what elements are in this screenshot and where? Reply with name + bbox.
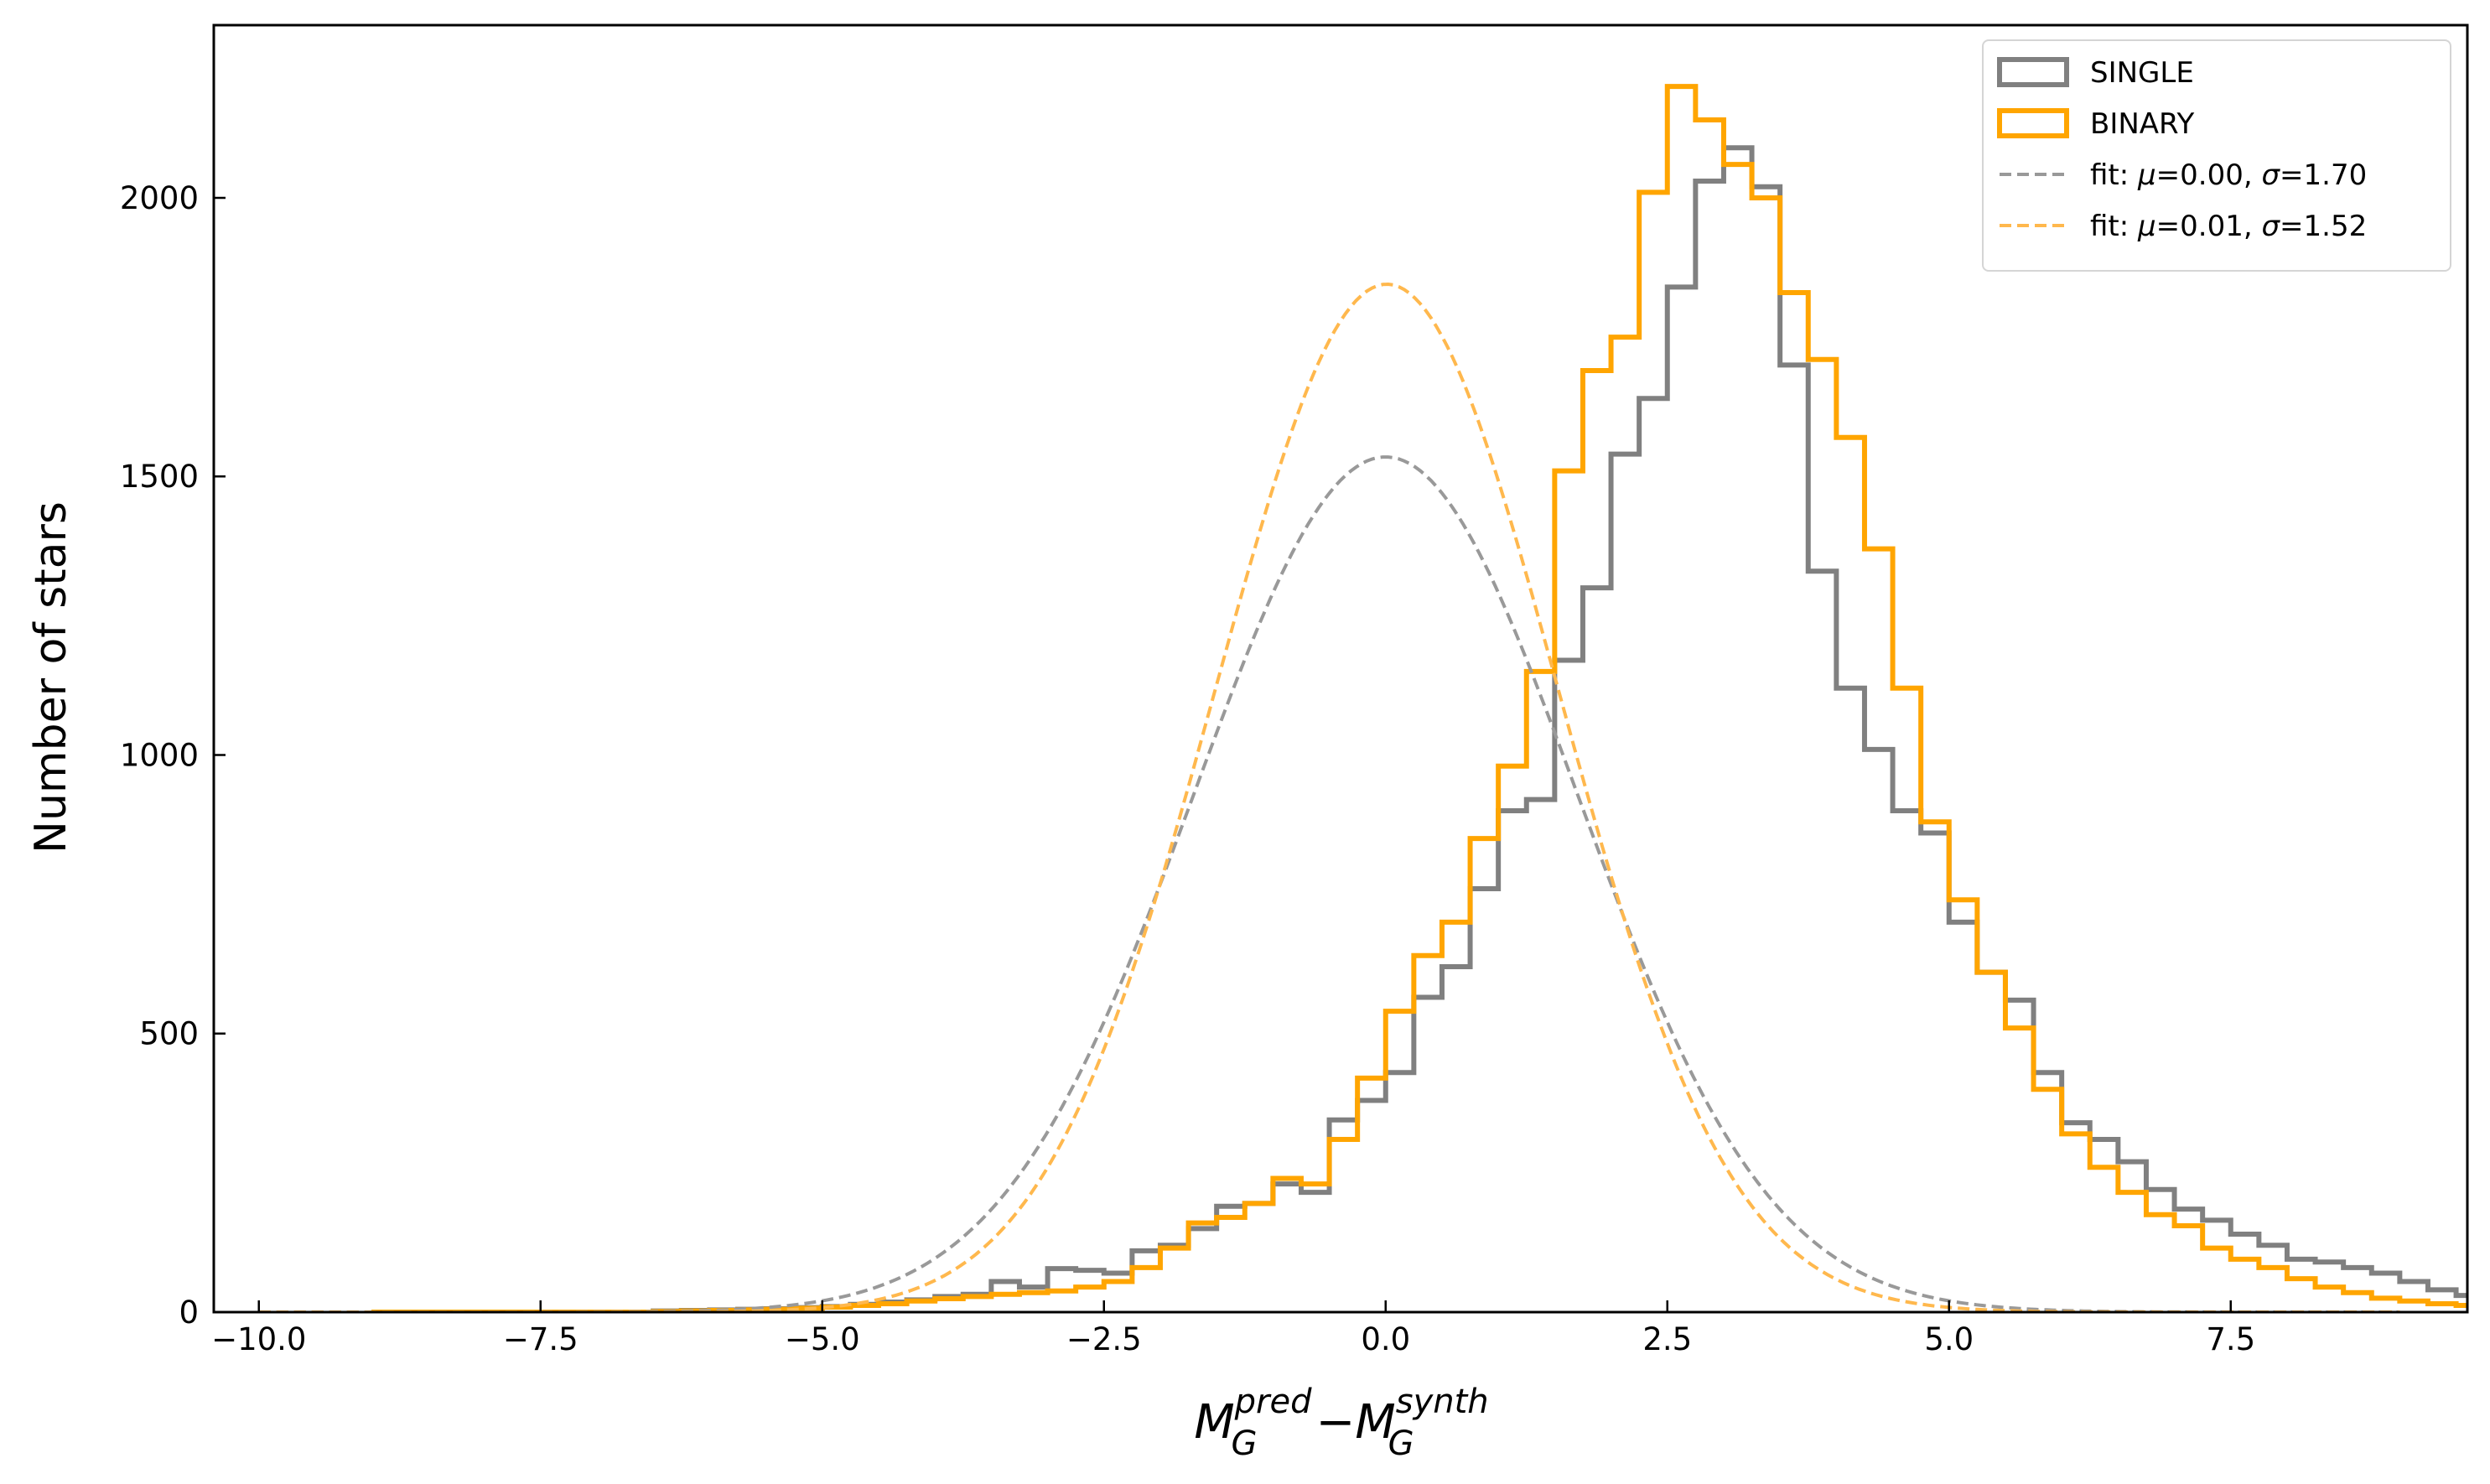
- x-title-sup1: pred: [1234, 1383, 1312, 1421]
- legend-label-fit-2: fit: μ=0.01, σ=1.52: [2090, 210, 2367, 243]
- legend-label-single: SINGLE: [2090, 56, 2194, 90]
- x-tick-label: 7.5: [2206, 1321, 2255, 1357]
- x-tick-label: −10.0: [211, 1321, 306, 1357]
- histogram-binary: [371, 84, 2467, 1312]
- x-tick-label: −2.5: [1066, 1321, 1142, 1357]
- y-axis: 0 500 1000 1500 2000: [120, 180, 226, 1331]
- x-title-m2: M: [1355, 1395, 1395, 1450]
- axes-frame: [212, 23, 2469, 1314]
- x-tick-label: −7.5: [503, 1321, 578, 1357]
- x-tick-label: −5.0: [785, 1321, 860, 1357]
- legend-label-binary: BINARY: [2090, 107, 2194, 141]
- legend: SINGLE BINARY fit: μ=0.00, σ=1.70 fit: μ=0.…: [1982, 39, 2451, 272]
- x-tick-label: 5.0: [1924, 1321, 1974, 1357]
- x-title-sub2: G: [1388, 1424, 1414, 1463]
- y-axis-title: Number of stars: [26, 501, 76, 854]
- y-tick-label: 2000: [120, 180, 199, 216]
- y-tick-label: 1000: [120, 737, 199, 773]
- legend-swatch-single: [1997, 57, 2069, 87]
- x-axis-title: Mpred G −Msynth G: [1194, 1383, 1488, 1463]
- y-tick-label: 1500: [120, 459, 199, 495]
- x-title-op: −: [1316, 1395, 1356, 1450]
- legend-swatch-binary: [1997, 108, 2069, 138]
- x-tick-label: 0.0: [1361, 1321, 1410, 1357]
- x-title-sub1: G: [1232, 1424, 1258, 1463]
- y-tick-label: 0: [179, 1295, 199, 1331]
- x-axis: −10.0 −7.5 −5.0 −2.5 0.0 2.5 5.0 7.5: [211, 1300, 2255, 1357]
- plot-area: [212, 23, 2469, 1314]
- x-title-sup2: synth: [1396, 1383, 1489, 1421]
- x-title-m1: M: [1194, 1395, 1234, 1450]
- legend-box: [1982, 39, 2451, 272]
- y-tick-label: 500: [139, 1016, 199, 1052]
- legend-label-fit-1: fit: μ=0.00, σ=1.70: [2090, 158, 2367, 192]
- x-tick-label: 2.5: [1642, 1321, 1692, 1357]
